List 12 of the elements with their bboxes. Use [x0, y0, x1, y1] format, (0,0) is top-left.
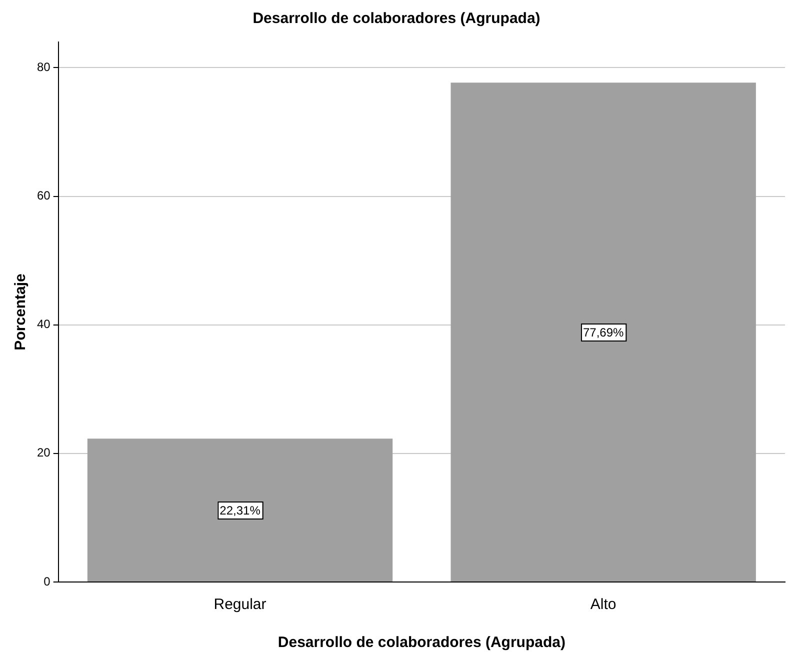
- y-tick-label: 20: [36, 446, 51, 460]
- data-label: 77,69%: [582, 325, 624, 340]
- y-axis-title: Porcentaje: [12, 274, 30, 350]
- y-tick-label: 40: [36, 317, 51, 332]
- y-tick-label: 60: [36, 188, 51, 203]
- x-tick-label: Regular: [214, 596, 266, 614]
- x-axis-title: Desarrollo de colaboradores (Agrupada): [278, 634, 566, 652]
- chart-title: Desarrollo de colaboradores (Agrupada): [252, 10, 540, 28]
- data-label: 22,31%: [220, 503, 261, 518]
- y-tick-label: 80: [36, 60, 51, 74]
- x-tick-label: Alto: [590, 596, 616, 614]
- y-tick-label: 0: [44, 574, 51, 588]
